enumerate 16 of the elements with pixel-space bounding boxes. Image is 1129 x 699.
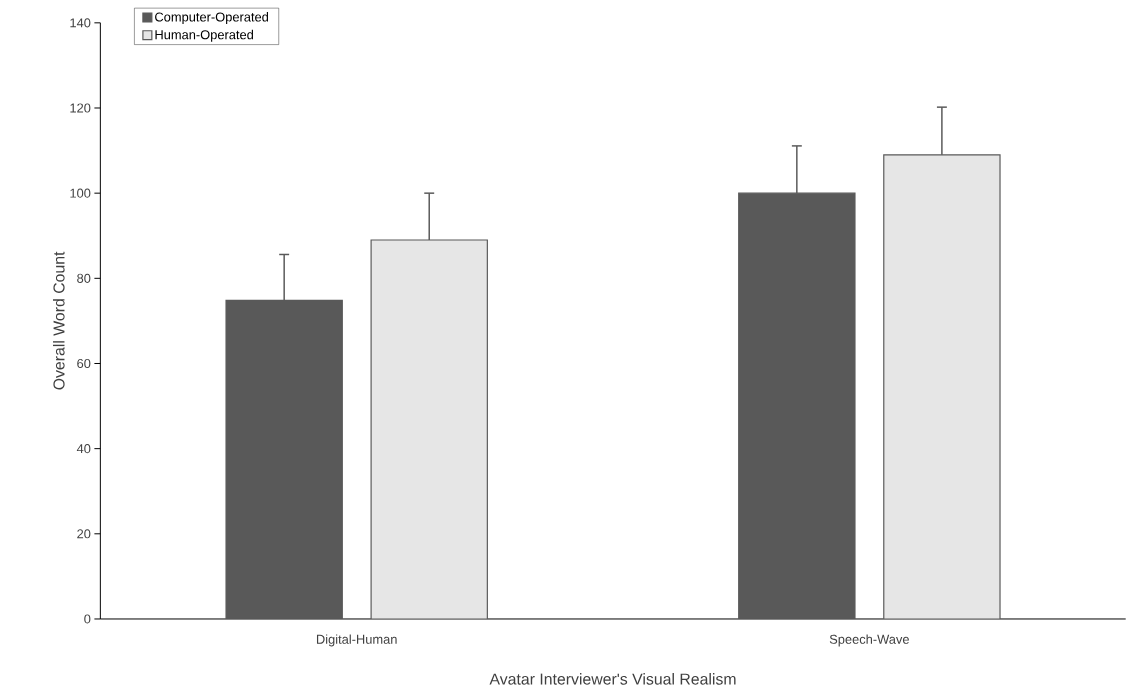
y-axis-title: Overall Word Count [52,251,65,390]
y-tick-label: 140 [70,18,91,28]
x-tick-label: Speech-Wave [829,634,909,647]
x-axis-title: Avatar Interviewer's Visual Realism [489,672,736,685]
bar [370,239,488,619]
y-tick-label: 100 [70,188,91,198]
y-tick-label: 80 [77,273,91,283]
y-tick-label: 20 [77,529,91,539]
y-tick-label: 0 [84,614,91,624]
legend-label: Computer-Operated [155,11,269,24]
y-tick-label: 40 [76,443,91,453]
legend-label: Human-Operated [155,29,254,42]
y-tick-label: 60 [77,358,91,368]
bar [883,154,1001,619]
y-tick-label: 120 [70,103,91,113]
x-tick-label: Digital-Human [316,634,397,647]
